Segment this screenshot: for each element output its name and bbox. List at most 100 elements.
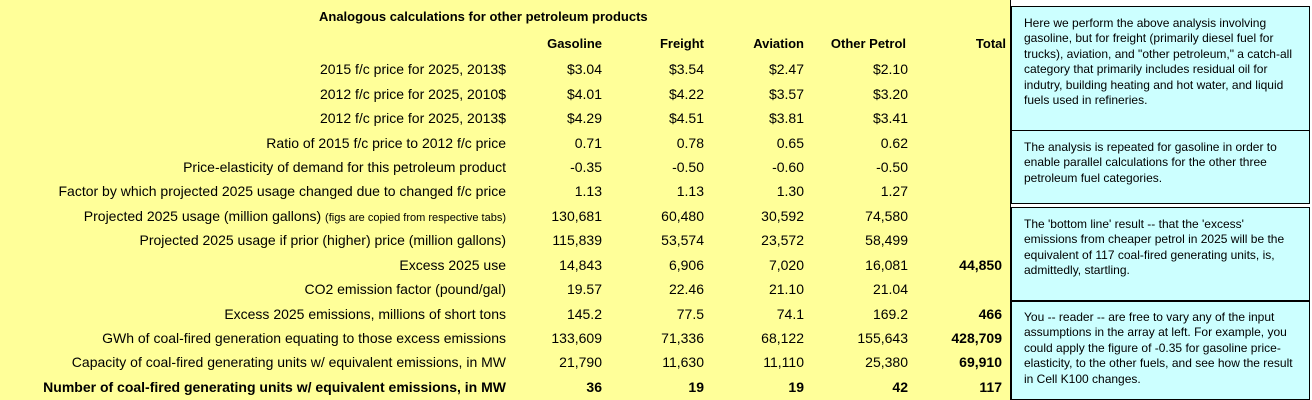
column-header-other-petrol[interactable]: Other Petrol <box>830 36 906 51</box>
row-label: 2015 f/c price for 2025, 2013$ <box>319 61 506 78</box>
value-cell[interactable]: 36 <box>586 378 602 395</box>
value-cell[interactable]: 74.1 <box>776 305 804 322</box>
note-box[interactable]: Here we perform the above analysis invol… <box>1011 6 1310 151</box>
value-cell[interactable]: 25,380 <box>865 354 908 371</box>
value-cell[interactable]: 22.46 <box>668 281 704 298</box>
row-label-cell[interactable]: Price-elasticity of demand for this petr… <box>0 155 506 179</box>
column-header-total[interactable]: Total <box>975 36 1006 51</box>
value-cell[interactable]: 1.13 <box>574 183 602 200</box>
value-cell[interactable]: 23,572 <box>761 232 804 249</box>
column-header-gasoline[interactable]: Gasoline <box>547 36 602 51</box>
note-box[interactable]: The analysis is repeated for gasoline in… <box>1011 130 1310 204</box>
value-cell[interactable]: $4.29 <box>566 110 602 127</box>
value-cell[interactable]: 42 <box>892 378 908 395</box>
value-cell[interactable]: -0.50 <box>672 158 704 175</box>
value-cell[interactable]: 68,122 <box>761 330 804 347</box>
column-header-aviation[interactable]: Aviation <box>753 36 804 51</box>
value-cell[interactable] <box>908 81 1002 105</box>
row-label-cell[interactable]: Ratio of 2015 f/c price to 2012 f/c pric… <box>0 130 506 154</box>
value-cell[interactable]: 14,843 <box>559 256 602 273</box>
value-cell[interactable]: 0.65 <box>776 134 804 151</box>
value-cell[interactable] <box>908 204 1002 228</box>
table-row: Projected 2025 usage (million gallons) (… <box>0 204 1002 228</box>
value-cell[interactable]: -0.50 <box>876 158 908 175</box>
value-cell[interactable]: 53,574 <box>661 232 704 249</box>
value-cell[interactable]: 60,480 <box>661 207 704 224</box>
row-label-cell[interactable]: Number of coal-fired generating units w/… <box>0 375 506 399</box>
value-cell[interactable]: $4.22 <box>668 85 704 102</box>
value-cell[interactable]: 69,910 <box>959 354 1002 371</box>
value-cell[interactable]: $3.20 <box>872 85 908 102</box>
value-cell[interactable]: 117 <box>979 378 1002 395</box>
column-header-freight[interactable]: Freight <box>659 36 704 51</box>
value-cell[interactable]: 1.27 <box>880 183 908 200</box>
row-label-cell[interactable]: CO2 emission factor (pound/gal) <box>0 277 506 301</box>
value-cell[interactable]: 145.2 <box>566 305 602 322</box>
note-box[interactable]: The 'bottom line' result -- that the 'ex… <box>1011 207 1310 301</box>
value-cell[interactable]: 7,020 <box>768 256 804 273</box>
column-headers: Gasoline Freight Aviation Other Petrol T… <box>0 36 1010 54</box>
value-cell[interactable]: $4.51 <box>668 110 704 127</box>
value-cell[interactable]: $2.10 <box>872 61 908 78</box>
value-cell[interactable]: 1.13 <box>676 183 704 200</box>
row-label-cell[interactable]: Excess 2025 emissions, millions of short… <box>0 301 506 325</box>
value-cell[interactable]: 21,790 <box>559 354 602 371</box>
value-cell[interactable]: 21.10 <box>768 281 804 298</box>
value-cell[interactable]: 19.57 <box>566 281 602 298</box>
value-cell[interactable]: 44,850 <box>959 256 1002 273</box>
value-cell[interactable]: $4.01 <box>566 85 602 102</box>
value-cell[interactable]: 74,580 <box>865 207 908 224</box>
value-cell[interactable]: 6,906 <box>668 256 704 273</box>
value-cell[interactable] <box>908 179 1002 203</box>
value-cell[interactable]: 130,681 <box>551 207 602 224</box>
value-cell[interactable]: 21.04 <box>872 281 908 298</box>
value-cell[interactable]: 16,081 <box>865 256 908 273</box>
row-label-cell[interactable]: Projected 2025 usage (million gallons) (… <box>0 204 506 228</box>
value-cell[interactable]: 169.2 <box>872 305 908 322</box>
value-cell[interactable]: 19 <box>788 378 804 395</box>
value-cell[interactable]: $3.81 <box>768 110 804 127</box>
row-label-cell[interactable]: Factor by which projected 2025 usage cha… <box>0 179 506 203</box>
value-cell[interactable]: 0.78 <box>676 134 704 151</box>
value-cell[interactable]: $3.04 <box>566 61 602 78</box>
value-cell[interactable] <box>908 106 1002 130</box>
value-cell[interactable] <box>908 130 1002 154</box>
value-cell[interactable]: 11,630 <box>662 354 704 371</box>
value-cell[interactable]: 0.71 <box>574 134 602 151</box>
value-cell[interactable]: 466 <box>978 305 1002 322</box>
note-box[interactable]: You -- reader -- are free to vary any of… <box>1011 301 1310 400</box>
value-cell[interactable]: 77.5 <box>676 305 704 322</box>
value-cell[interactable]: 58,499 <box>865 232 908 249</box>
value-cell[interactable]: $3.54 <box>668 61 704 78</box>
value-cell[interactable]: 1.30 <box>776 183 804 200</box>
row-label-cell[interactable]: Projected 2025 usage if prior (higher) p… <box>0 228 506 252</box>
value-cell[interactable]: 71,336 <box>661 330 704 347</box>
row-label: Number of coal-fired generating units w/… <box>43 378 506 395</box>
row-label-cell[interactable]: 2012 f/c price for 2025, 2013$ <box>0 106 506 130</box>
row-label-cell[interactable]: Capacity of coal-fired generating units … <box>0 350 506 374</box>
value-cell[interactable]: $3.57 <box>768 85 804 102</box>
value-cell[interactable]: -0.35 <box>570 158 602 175</box>
value-cell[interactable]: -0.60 <box>772 158 804 175</box>
row-label: 2012 f/c price for 2025, 2013$ <box>319 110 506 127</box>
value-cell[interactable]: 428,709 <box>951 330 1002 347</box>
value-cell[interactable]: 30,592 <box>761 207 804 224</box>
value-cell[interactable]: $2.47 <box>768 61 804 78</box>
value-cell[interactable]: $3.41 <box>872 110 908 127</box>
value-cell[interactable]: 155,643 <box>857 330 908 347</box>
row-label-cell[interactable]: GWh of coal-fired generation equating to… <box>0 326 506 350</box>
row-label-cell[interactable]: 2012 f/c price for 2025, 2010$ <box>0 81 506 105</box>
value-cell[interactable]: 11,110 <box>763 354 804 371</box>
value-cell[interactable] <box>908 57 1002 81</box>
value-cell[interactable]: 133,609 <box>551 330 602 347</box>
value-cell[interactable]: 115,839 <box>552 232 602 249</box>
value-cell[interactable] <box>908 277 1002 301</box>
table-row: Excess 2025 emissions, millions of short… <box>0 301 1002 325</box>
value-cell[interactable]: 19 <box>688 378 704 395</box>
row-label: Excess 2025 emissions, millions of short… <box>224 305 506 322</box>
value-cell[interactable] <box>908 155 1002 179</box>
row-label-cell[interactable]: 2015 f/c price for 2025, 2013$ <box>0 57 506 81</box>
value-cell[interactable] <box>908 228 1002 252</box>
row-label-cell[interactable]: Excess 2025 use <box>0 253 506 277</box>
value-cell[interactable]: 0.62 <box>880 134 908 151</box>
